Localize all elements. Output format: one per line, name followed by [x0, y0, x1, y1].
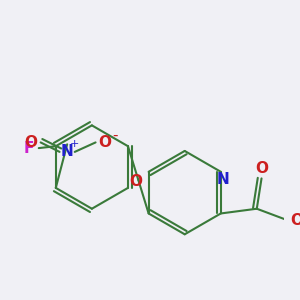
Text: O: O: [98, 135, 112, 150]
Text: F: F: [24, 141, 34, 156]
Text: -: -: [113, 128, 118, 143]
Text: O: O: [25, 135, 38, 150]
Text: +: +: [70, 139, 80, 149]
Text: N: N: [216, 172, 229, 187]
Text: N: N: [61, 144, 74, 159]
Text: O: O: [129, 174, 142, 189]
Text: O: O: [255, 161, 268, 176]
Text: O: O: [290, 213, 300, 228]
